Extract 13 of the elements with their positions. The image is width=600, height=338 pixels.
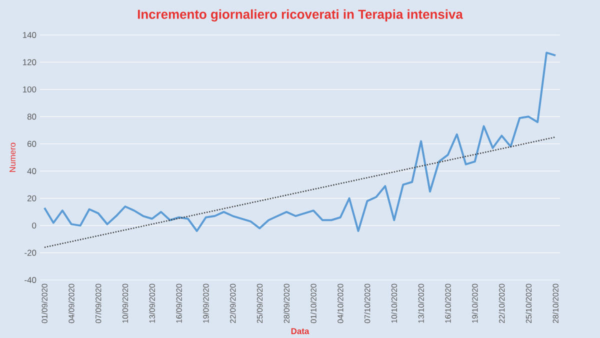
x-axis-title: Data xyxy=(291,328,310,334)
chart-title: Incremento giornaliero ricoverati in Terapia intensiva xyxy=(138,9,463,22)
y-tick-label: 100 xyxy=(22,86,36,92)
y-axis-title: Numero xyxy=(10,142,16,172)
y-tick-label: 40 xyxy=(27,168,36,174)
y-tick-label: 80 xyxy=(27,114,36,120)
y-tick-label: 0 xyxy=(32,222,36,229)
y-tick-label: 140 xyxy=(22,32,36,38)
y-tick-label: 60 xyxy=(27,140,36,147)
y-tick-label: 20 xyxy=(27,195,36,202)
y-tick-label: -40 xyxy=(24,277,36,283)
y-tick-label: -20 xyxy=(24,250,36,256)
y-tick-label: 120 xyxy=(22,59,36,66)
